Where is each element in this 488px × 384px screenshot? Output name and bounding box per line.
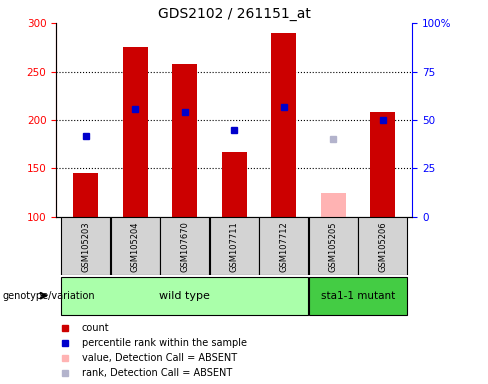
Bar [123,47,148,217]
Bar [222,152,246,217]
Bar [259,217,308,275]
Bar [370,112,395,217]
Text: count: count [82,323,109,333]
Bar [73,173,98,217]
Text: sta1-1 mutant: sta1-1 mutant [321,291,395,301]
Bar [61,276,308,315]
Text: GSM107670: GSM107670 [180,222,189,272]
Text: GSM105204: GSM105204 [131,222,140,272]
Bar [172,64,197,217]
Bar [111,217,160,275]
Bar [61,217,110,275]
Text: rank, Detection Call = ABSENT: rank, Detection Call = ABSENT [82,368,232,378]
Text: genotype/variation: genotype/variation [2,291,95,301]
Text: value, Detection Call = ABSENT: value, Detection Call = ABSENT [82,353,237,363]
Text: wild type: wild type [159,291,210,301]
Text: GSM105203: GSM105203 [81,222,90,272]
Bar [271,33,296,217]
Text: GSM107711: GSM107711 [230,222,239,272]
Text: GSM105205: GSM105205 [329,222,338,272]
Bar [309,217,358,275]
Bar [309,276,407,315]
Bar [321,193,346,217]
Text: percentile rank within the sample: percentile rank within the sample [82,338,247,348]
Bar [358,217,407,275]
Text: GSM105206: GSM105206 [378,222,387,272]
Title: GDS2102 / 261151_at: GDS2102 / 261151_at [158,7,311,21]
Text: GSM107712: GSM107712 [279,222,288,272]
Bar [210,217,259,275]
Bar [160,217,209,275]
